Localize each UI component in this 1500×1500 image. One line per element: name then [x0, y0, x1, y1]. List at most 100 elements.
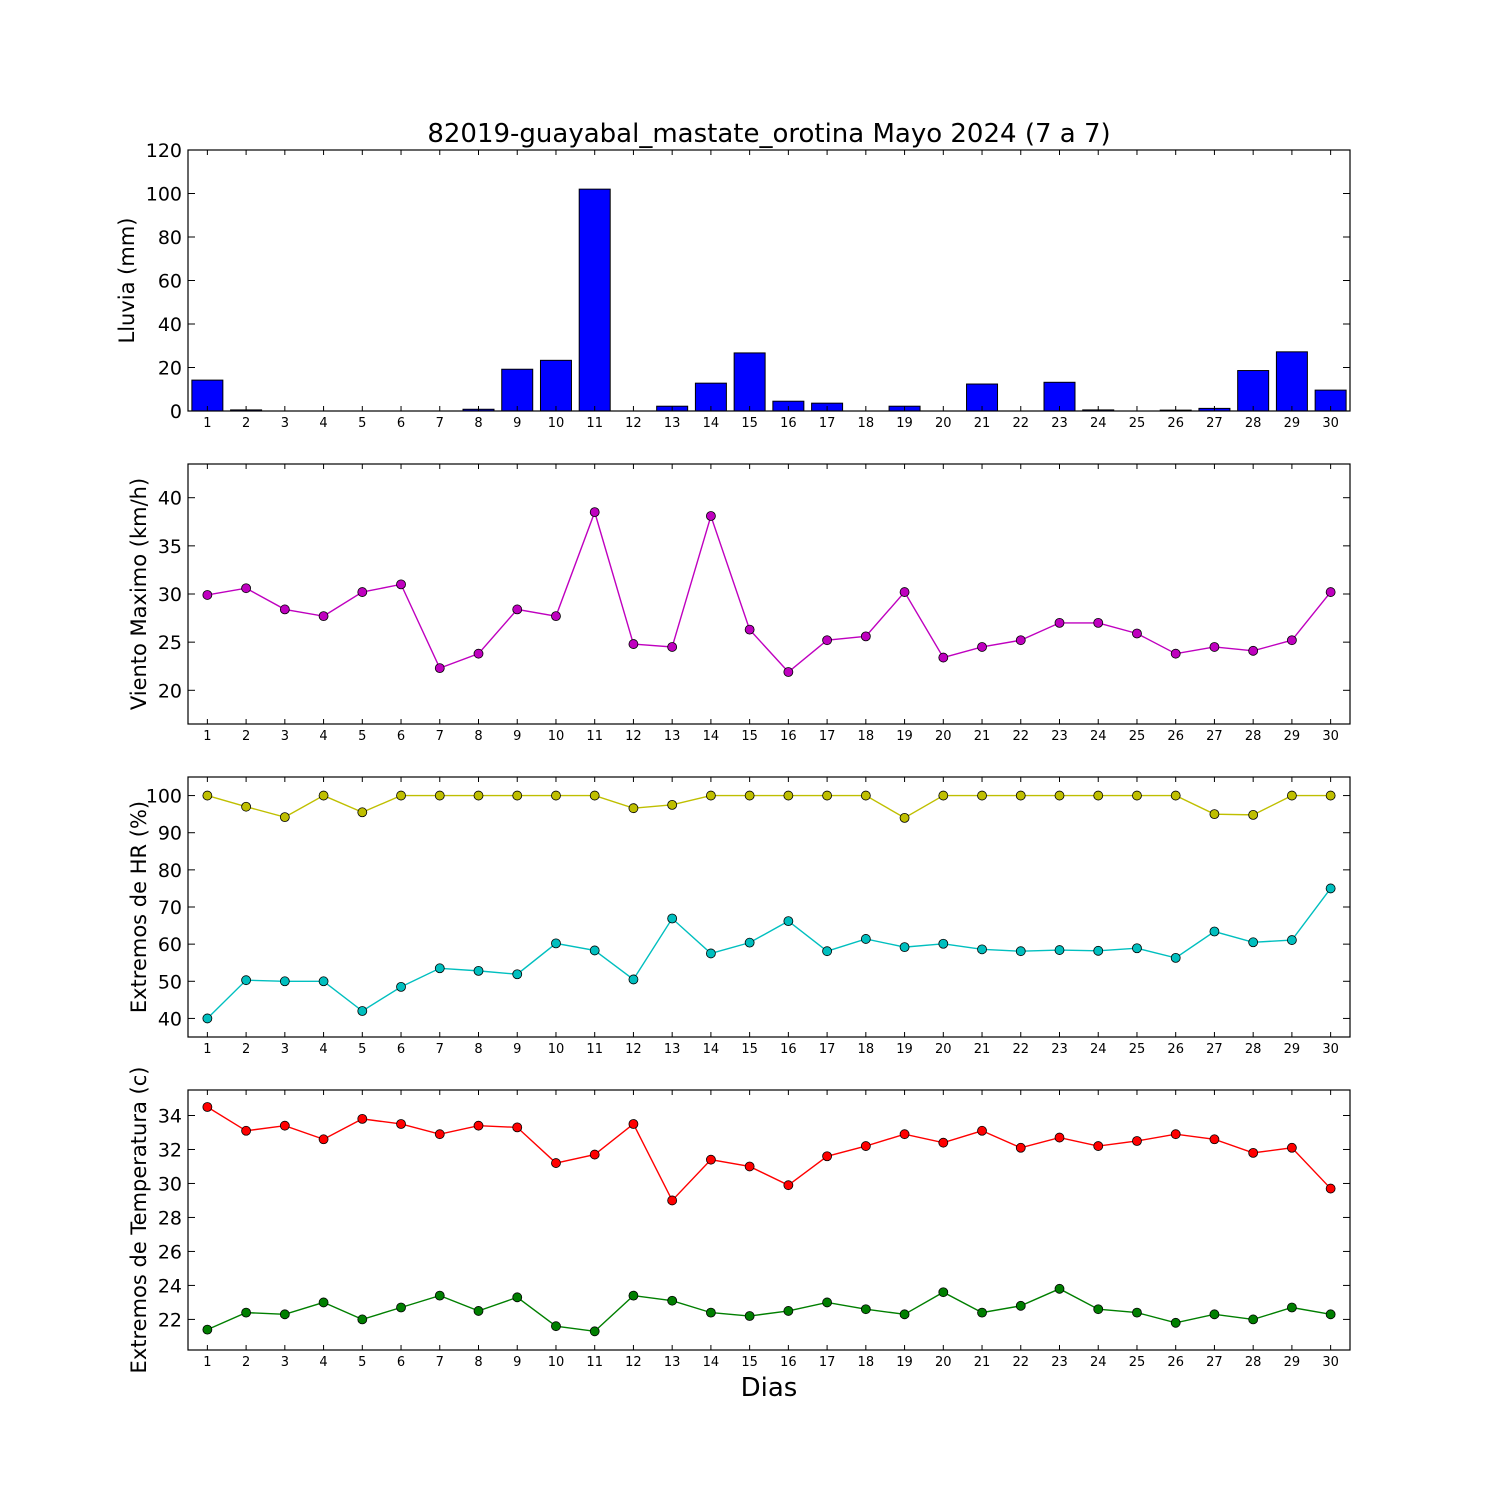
x-tick-label: 13: [664, 1355, 681, 1370]
x-tick-label: 14: [703, 1355, 720, 1370]
data-point-1-16: [783, 790, 794, 801]
series-line-2: [206, 888, 1332, 1019]
x-tick-label: 10: [548, 1355, 565, 1370]
x-tick-label: 25: [1129, 416, 1146, 431]
data-point-1-22: [1015, 635, 1026, 646]
x-tick-label: 14: [703, 416, 720, 431]
y-tick-label: 120: [146, 140, 182, 162]
x-tick-label: 20: [935, 729, 952, 744]
data-point-2-9: [512, 969, 523, 980]
data-point-1-18: [860, 1141, 871, 1151]
y-tick-label: 24: [158, 1275, 182, 1297]
y-tick-label: 35: [158, 536, 182, 558]
y-axis-label: Extremos de HR (%): [127, 801, 151, 1013]
x-tick-label: 10: [548, 729, 565, 744]
data-point-1-18: [860, 790, 871, 801]
data-point-1-4: [318, 790, 329, 801]
y-tick-label: 90: [158, 823, 182, 845]
x-tick-label: 16: [780, 416, 797, 431]
x-tick-label: 26: [1167, 729, 1184, 744]
data-point-1-7: [434, 1129, 445, 1140]
y-axis-label: Viento Maximo (km/h): [127, 478, 151, 710]
data-point-1-9: [512, 1122, 523, 1133]
data-point-1-16: [783, 1180, 794, 1191]
x-tick-label: 6: [397, 416, 405, 431]
data-point-2-12: [628, 1290, 639, 1301]
x-tick-label: 26: [1167, 416, 1184, 431]
y-tick-label: 100: [146, 184, 182, 206]
x-tick-label: 15: [741, 416, 758, 431]
data-point-1-15: [744, 790, 755, 801]
data-point-2-19: [899, 1309, 910, 1320]
data-point-1-3: [279, 1120, 290, 1131]
x-tick-label: 7: [436, 729, 444, 744]
x-tick-label: 16: [780, 1042, 797, 1057]
x-tick-label: 9: [513, 729, 521, 744]
x-tick-label: 13: [664, 416, 681, 431]
x-tick-label: 2: [242, 729, 250, 744]
data-point-1-9: [512, 604, 523, 615]
x-tick-label: 26: [1167, 1042, 1184, 1057]
x-tick-label: 7: [436, 1355, 444, 1370]
data-point-2-8: [473, 965, 484, 976]
data-point-2-7: [434, 1290, 445, 1301]
x-tick-label: 23: [1051, 416, 1068, 431]
data-point-1-8: [473, 790, 484, 801]
data-point-1-28: [1248, 645, 1259, 656]
data-point-1-16: [783, 667, 794, 677]
data-point-2-17: [822, 1297, 832, 1308]
x-tick-label: 11: [586, 1042, 603, 1057]
data-point-1-5: [357, 587, 368, 597]
data-point-1-23: [1054, 617, 1065, 628]
x-tick-label: 30: [1322, 1042, 1339, 1057]
x-tick-label: 5: [358, 1042, 366, 1057]
data-point-1-25: [1132, 790, 1142, 801]
data-point-2-3: [279, 976, 290, 987]
data-point-2-29: [1287, 1302, 1297, 1313]
y-tick-label: 100: [146, 786, 182, 808]
data-point-1-7: [434, 663, 445, 674]
y-tick-label: 40: [158, 488, 182, 510]
data-point-1-20: [938, 652, 949, 663]
y-tick-label: 60: [158, 934, 182, 956]
data-point-2-2: [241, 1307, 252, 1318]
data-point-2-25: [1132, 1307, 1142, 1318]
data-point-2-28: [1248, 1314, 1259, 1325]
data-point-1-9: [512, 790, 523, 801]
data-point-2-11: [589, 1326, 600, 1337]
y-tick-label: 40: [158, 1008, 182, 1030]
x-tick-label: 6: [397, 1042, 405, 1057]
series-line-1: [207, 794, 1331, 819]
x-tick-label: 4: [319, 1042, 327, 1057]
x-tick-label: 30: [1322, 1355, 1339, 1370]
data-point-1-1: [202, 790, 213, 801]
data-point-1-11: [589, 507, 600, 518]
bar-10: [539, 359, 572, 412]
data-point-2-3: [279, 1309, 290, 1320]
x-tick-label: 28: [1245, 1355, 1262, 1370]
x-tick-label: 24: [1090, 729, 1107, 744]
x-tick-label: 22: [1012, 416, 1029, 431]
data-point-1-22: [1015, 1142, 1026, 1153]
x-tick-label: 11: [586, 416, 603, 431]
x-tick-label: 22: [1012, 1355, 1029, 1370]
x-tick-label: 7: [436, 1042, 444, 1057]
x-tick-label: 28: [1245, 416, 1262, 431]
data-point-1-27: [1209, 809, 1220, 820]
x-tick-label: 18: [858, 1042, 875, 1057]
x-tick-label: 21: [974, 1042, 991, 1057]
x-tick-label: 3: [281, 729, 289, 744]
x-tick-label: 11: [586, 729, 603, 744]
x-tick-label: 25: [1129, 1042, 1146, 1057]
x-tick-label: 2: [242, 1042, 250, 1057]
x-tick-label: 5: [358, 1355, 366, 1370]
x-tick-label: 19: [896, 729, 913, 744]
data-point-2-29: [1287, 935, 1297, 945]
data-point-2-30: [1325, 1309, 1336, 1320]
data-point-2-24: [1093, 945, 1104, 956]
x-tick-label: 19: [896, 1355, 913, 1370]
x-tick-label: 4: [319, 1355, 327, 1370]
y-tick-label: 80: [158, 227, 182, 249]
x-tick-label: 12: [625, 416, 642, 431]
